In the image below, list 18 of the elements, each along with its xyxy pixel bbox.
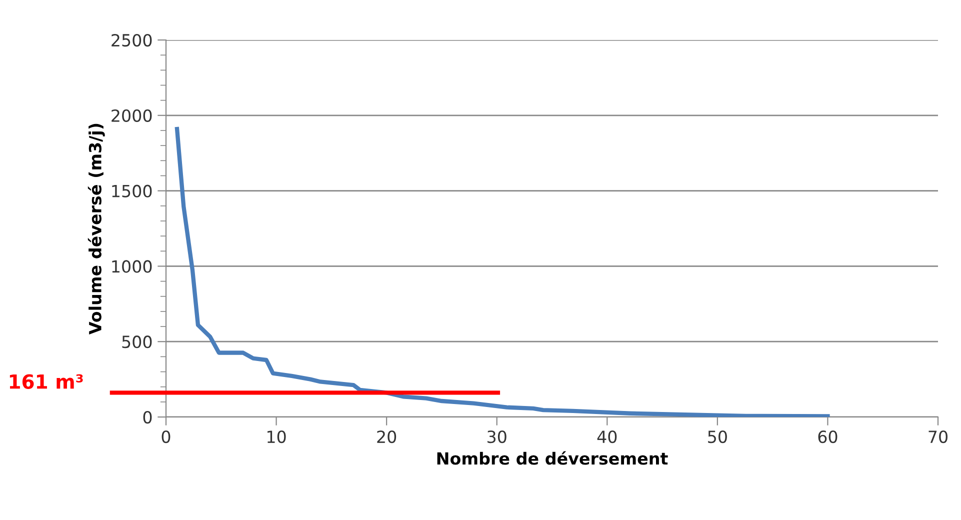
x-tick-label: 40 [597, 430, 617, 444]
line-series [174, 126, 830, 417]
x-tick-label: 20 [377, 430, 396, 444]
x-tick-label: 30 [488, 430, 506, 444]
x-tick-label: 10 [268, 430, 286, 444]
x-tick-label: 70 [928, 430, 948, 444]
y-tick-label: 0 [143, 410, 152, 424]
x-axis-title: Nombre de déversement [437, 451, 668, 465]
y-axis-title: Volume déversé (m3/j) [88, 124, 105, 334]
ref-line-label: 161 m³ [10, 374, 83, 389]
x-tick-label: 50 [708, 430, 727, 444]
x-tick-label: 0 [162, 430, 170, 444]
y-tick-label: 2000 [112, 109, 152, 122]
y-tick-label: 500 [122, 336, 152, 348]
y-tick-label: 2500 [112, 34, 152, 47]
y-tick-label: 1000 [112, 260, 152, 273]
y-tick-label: 1500 [112, 184, 152, 198]
x-tick-label: 60 [818, 430, 838, 444]
